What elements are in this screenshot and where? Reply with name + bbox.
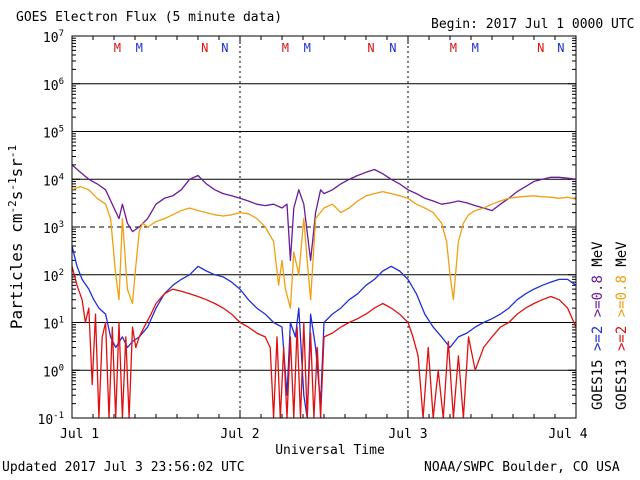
legend-column: GOES13 >=2 >=0.8 MeV [614, 241, 630, 410]
y-tick-label: 107 [43, 29, 64, 46]
credit-label: NOAA/SWPC Boulder, CO USA [424, 460, 620, 475]
x-tick-label: Jul 1 [60, 427, 99, 442]
x-tick-label: Jul 3 [388, 427, 427, 442]
mn-marker: N [557, 41, 564, 55]
mn-marker: M [304, 41, 311, 55]
y-tick-label: 102 [43, 268, 64, 285]
begin-date: Begin: 2017 Jul 1 0000 UTC [431, 17, 635, 32]
mn-marker: N [221, 41, 228, 55]
mn-marker: N [537, 41, 544, 55]
x-axis-title: Universal Time [275, 443, 385, 458]
x-tick-label: Jul 2 [220, 427, 259, 442]
y-tick-label: 100 [43, 363, 64, 380]
y-tick-label: 103 [43, 220, 64, 237]
x-tick-label: Jul 4 [548, 427, 587, 442]
updated-timestamp: Updated 2017 Jul 3 23:56:02 UTC [2, 460, 245, 475]
plot-frame [71, 35, 577, 419]
mn-marker: N [201, 41, 208, 55]
mn-marker: M [114, 41, 121, 55]
mn-marker: M [282, 41, 289, 55]
y-tick-label: 101 [43, 316, 64, 333]
mn-marker: M [450, 41, 457, 55]
legend-column: GOES15 >=2 >=0.8 MeV [590, 241, 606, 410]
series-line [71, 266, 577, 419]
mn-marker: M [472, 41, 479, 55]
y-tick-label: 104 [43, 172, 64, 189]
mn-marker: M [136, 41, 143, 55]
series-line [71, 245, 577, 419]
series-line [71, 185, 577, 309]
y-axis-title: Particles cm-2s-1sr-1 [6, 145, 27, 329]
y-tick-label: 105 [43, 125, 64, 142]
y-tick-label: 106 [43, 77, 64, 94]
mn-marker: N [389, 41, 396, 55]
mn-marker: N [367, 41, 374, 55]
y-tick-label: 10-1 [38, 411, 65, 428]
chart-title: GOES Electron Flux (5 minute data) [16, 10, 283, 25]
